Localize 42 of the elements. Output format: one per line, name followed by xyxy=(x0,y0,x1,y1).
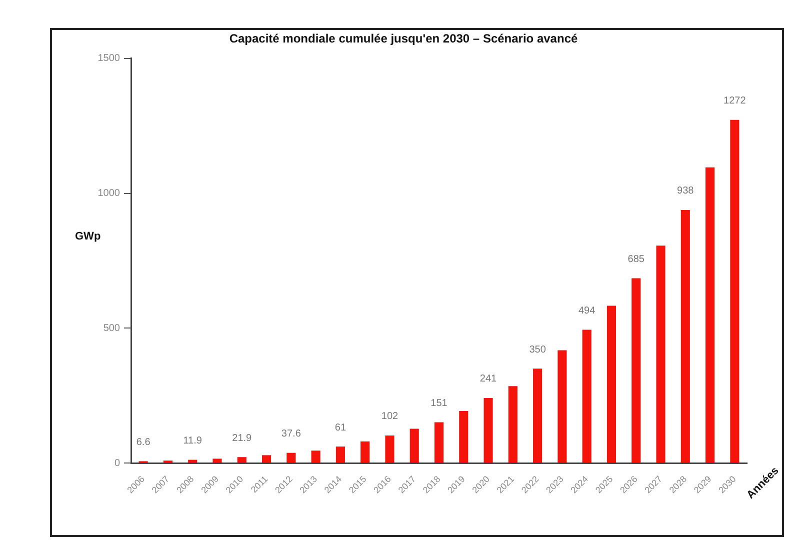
y-tick-label: 500 xyxy=(103,322,120,334)
data-label: 1272 xyxy=(724,96,746,107)
data-label: 241 xyxy=(480,374,498,385)
data-label: 685 xyxy=(628,254,645,265)
bar xyxy=(680,210,690,462)
bar xyxy=(484,398,493,462)
data-label: 6.6 xyxy=(136,436,151,448)
bar xyxy=(508,386,518,462)
data-label: 938 xyxy=(677,186,694,197)
data-label: 494 xyxy=(578,306,596,316)
bar xyxy=(188,460,198,462)
bar xyxy=(656,246,666,462)
bar xyxy=(558,350,567,462)
bar xyxy=(434,422,444,462)
bar xyxy=(385,435,394,462)
data-label: 102 xyxy=(381,411,398,422)
y-tick-label: 1500 xyxy=(98,53,120,64)
bar xyxy=(311,450,320,462)
y-tick-label: 1000 xyxy=(98,188,120,200)
data-label: 11.9 xyxy=(183,436,202,447)
bar xyxy=(730,120,740,462)
bar xyxy=(212,458,222,462)
data-label: 350 xyxy=(529,344,546,356)
data-label: 21.9 xyxy=(232,432,252,444)
bar xyxy=(410,428,419,462)
bar xyxy=(706,167,715,462)
data-label: 151 xyxy=(430,398,448,410)
data-label: 37.6 xyxy=(281,428,302,440)
y-axis-title: GWp xyxy=(75,230,101,242)
bar xyxy=(360,441,370,462)
bar xyxy=(582,330,592,462)
bar xyxy=(606,306,616,462)
bar xyxy=(237,457,246,462)
bar xyxy=(533,368,542,462)
bar xyxy=(459,410,468,462)
bar xyxy=(286,452,296,462)
bar xyxy=(632,278,641,462)
bar xyxy=(336,446,345,462)
chart-title: Capacité mondiale cumulée jusqu'en 2030 – Scénario avancé xyxy=(229,32,578,46)
bar xyxy=(262,455,272,462)
data-label: 61 xyxy=(334,422,346,434)
y-tick-label: 0 xyxy=(114,458,120,469)
